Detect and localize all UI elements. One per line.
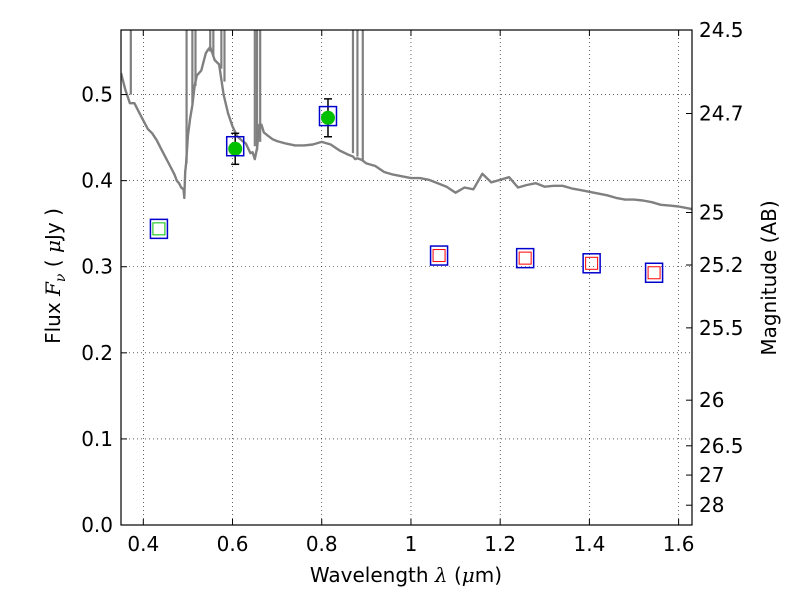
red-square-marker: [647, 266, 661, 280]
x-tick-label: 1.2: [484, 532, 516, 556]
blue-square-marker: [225, 135, 245, 157]
spectrum-line: [121, 46, 692, 211]
observed-point: [320, 110, 335, 125]
plot-frame: [120, 29, 693, 526]
x-axis-title-symbol: λ: [434, 563, 448, 587]
plot-area: [121, 30, 692, 284]
y2-tick-label: 26.5: [699, 434, 744, 458]
blue-square-marker: [429, 245, 449, 266]
blue-square-marker: [149, 218, 169, 240]
y-tick-label: 0.0: [81, 513, 113, 537]
grid: [121, 30, 692, 525]
x-tick-label: 1.6: [663, 532, 695, 556]
x-axis-title-unit-open: (: [454, 563, 462, 587]
red-square-marker: [518, 251, 532, 265]
observed-point: [228, 141, 243, 156]
blue-square-marker: [582, 253, 601, 274]
y-axis-title-unit-mu: μ: [41, 240, 65, 253]
y2-tick-label: 24.5: [699, 18, 744, 42]
green-square-marker: [152, 222, 166, 236]
x-tick-label: 0.6: [217, 532, 249, 556]
y2-tick-label: 25.5: [699, 316, 744, 340]
x-tick-label: 0.4: [127, 532, 159, 556]
y-axis-title-prefix: Flux: [41, 302, 65, 344]
blue-square-marker: [515, 247, 535, 269]
y2-tick-label: 26: [699, 388, 724, 412]
y-axis-title-subscript: ν: [53, 273, 69, 282]
x-tick-label: 1: [405, 532, 418, 556]
x-axis-title-unit-rest: m): [475, 563, 502, 587]
y-tick-label: 0.3: [81, 255, 113, 279]
y2-tick-label: 28: [699, 493, 724, 517]
y-axis-title-symbol: F: [41, 281, 65, 297]
x-axis-title: Wavelength λ (μm): [310, 563, 502, 587]
x-axis-title-prefix: Wavelength: [310, 563, 429, 587]
y2-axis-title: Magnitude (AB): [757, 200, 781, 355]
y-tick-label: 0.5: [81, 83, 113, 107]
y-axis-title-unit-rest: Jy ): [41, 208, 65, 242]
red-square-marker: [432, 249, 446, 263]
y-tick-label: 0.4: [81, 169, 113, 193]
ticks: 0.4 0.6 0.8 1 1.2 1.4 1.6 0.0 0.1 0.2 0.3 0.4 0.5 24.…: [81, 18, 743, 556]
blue-square-marker: [318, 105, 338, 127]
y-axis-title: Flux Fν ( μJy ): [41, 208, 69, 344]
x-tick-label: 1.4: [573, 532, 605, 556]
x-axis-title-unit-mu: μ: [462, 563, 475, 587]
y2-tick-label: 27: [699, 463, 724, 487]
y2-tick-label: 25: [699, 201, 724, 225]
x-tick-label: 0.8: [306, 532, 338, 556]
blue-square-marker: [644, 262, 664, 284]
y-tick-label: 0.2: [81, 341, 113, 365]
y-axis-title-unit-open: (: [41, 259, 65, 267]
y2-tick-label: 24.7: [699, 102, 744, 126]
y-tick-label: 0.1: [81, 427, 113, 451]
red-square-marker: [585, 256, 599, 270]
y2-tick-label: 25.2: [699, 253, 744, 277]
